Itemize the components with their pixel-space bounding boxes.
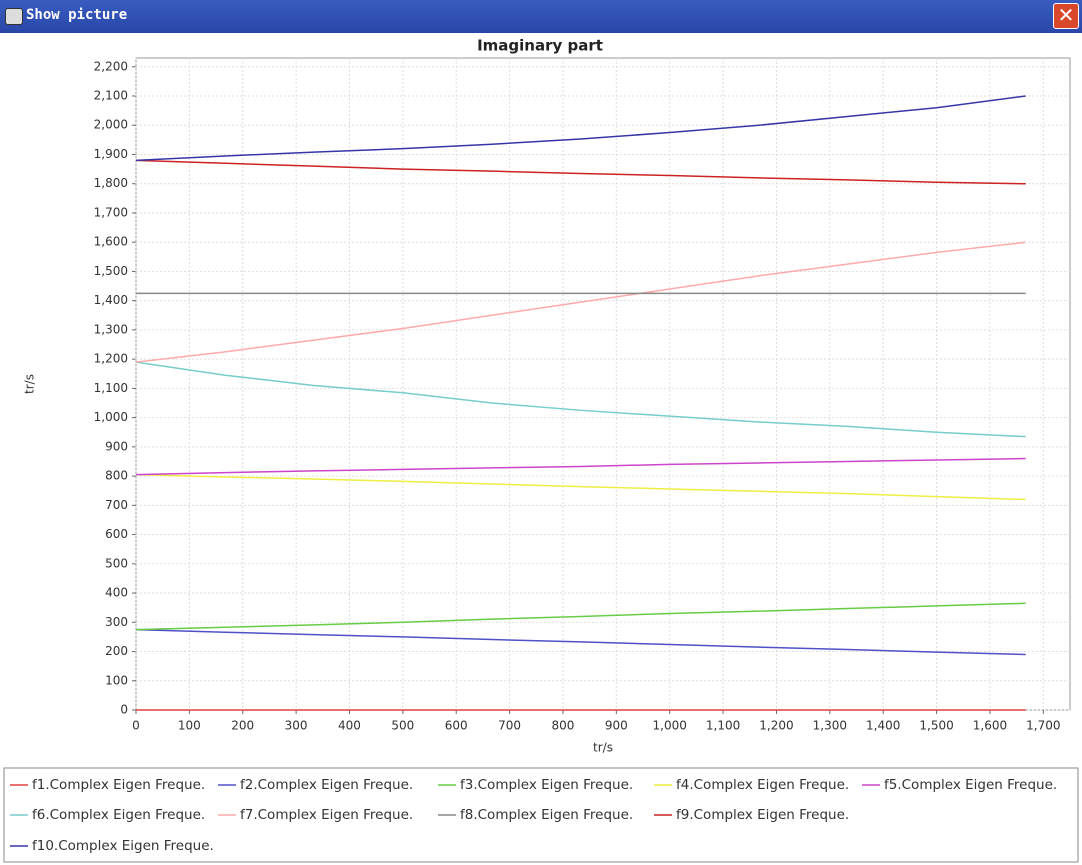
legend-label: f8.Complex Eigen Freque. [460, 807, 633, 823]
legend-label: f7.Complex Eigen Freque. [240, 807, 413, 823]
y-tick-label: 1,000 [94, 410, 128, 424]
x-tick-label: 1,300 [813, 719, 847, 733]
x-tick-label: 0 [132, 719, 140, 733]
y-tick-label: 1,500 [94, 264, 128, 278]
legend-label: f2.Complex Eigen Freque. [240, 777, 413, 793]
x-tick-label: 300 [285, 719, 308, 733]
y-tick-label: 1,200 [94, 352, 128, 366]
y-tick-label: 300 [105, 615, 128, 629]
x-tick-label: 1,500 [919, 719, 953, 733]
close-button[interactable]: ✕ [1053, 3, 1079, 29]
x-axis-label: tr/s [593, 741, 613, 755]
series-line [135, 159, 1026, 185]
y-tick-label: 800 [105, 469, 128, 483]
legend-label: f9.Complex Eigen Freque. [676, 807, 849, 823]
legend-label: f4.Complex Eigen Freque. [676, 777, 849, 793]
series-line [135, 602, 1026, 631]
series-line [135, 361, 1026, 438]
x-tick-label: 1,200 [759, 719, 793, 733]
y-axis-label: tr/s [23, 374, 37, 394]
y-tick-label: 1,800 [94, 176, 128, 190]
y-tick-label: 1,900 [94, 147, 128, 161]
y-tick-label: 1,100 [94, 381, 128, 395]
legend-label: f10.Complex Eigen Freque. [32, 838, 214, 854]
y-tick-label: 2,200 [94, 59, 128, 73]
y-tick-label: 500 [105, 556, 128, 570]
y-tick-label: 200 [105, 644, 128, 658]
series-line [135, 473, 1026, 501]
x-tick-label: 700 [498, 719, 521, 733]
y-tick-label: 700 [105, 498, 128, 512]
legend-label: f6.Complex Eigen Freque. [32, 807, 205, 823]
x-tick-label: 1,000 [653, 719, 687, 733]
x-tick-label: 400 [338, 719, 361, 733]
series-line [135, 95, 1026, 162]
y-tick-label: 1,300 [94, 322, 128, 336]
chart-title: Imaginary part [477, 37, 603, 55]
window-title: Show picture [26, 7, 128, 23]
x-tick-label: 1,600 [973, 719, 1007, 733]
y-tick-label: 1,400 [94, 293, 128, 307]
title-bar: Show picture ✕ [0, 0, 1082, 33]
series-line [135, 457, 1026, 476]
legend-label: f5.Complex Eigen Freque. [884, 777, 1057, 793]
legend-box [3, 767, 1079, 863]
x-tick-label: 900 [605, 719, 628, 733]
chart: Imaginary part tr/s tr/s 0 100 200 300 400 50… [3, 37, 1079, 863]
y-tick-label: 600 [105, 527, 128, 541]
y-tick-label: 100 [105, 673, 128, 687]
x-tick-label: 100 [178, 719, 201, 733]
y-tick-label: 2,100 [94, 89, 128, 103]
x-tick-label: 500 [391, 719, 414, 733]
x-tick-label: 800 [552, 719, 575, 733]
series-line [135, 628, 1026, 656]
legend-label: f3.Complex Eigen Freque. [460, 777, 633, 793]
y-tick-label: 2,000 [94, 118, 128, 132]
x-tick-label: 1,100 [706, 719, 740, 733]
x-tick-label: 1,400 [866, 719, 900, 733]
x-tick-label: 1,700 [1026, 719, 1060, 733]
y-tick-label: 1,700 [94, 205, 128, 219]
y-tick-label: 400 [105, 586, 128, 600]
x-tick-label: 200 [231, 719, 254, 733]
window-icon [5, 8, 23, 25]
plot-area [135, 57, 1071, 711]
y-tick-label: 0 [120, 703, 128, 717]
x-tick-label: 600 [445, 719, 468, 733]
y-tick-label: 1,600 [94, 235, 128, 249]
series-line [135, 241, 1026, 363]
legend-label: f1.Complex Eigen Freque. [32, 777, 205, 793]
y-tick-label: 900 [105, 439, 128, 453]
